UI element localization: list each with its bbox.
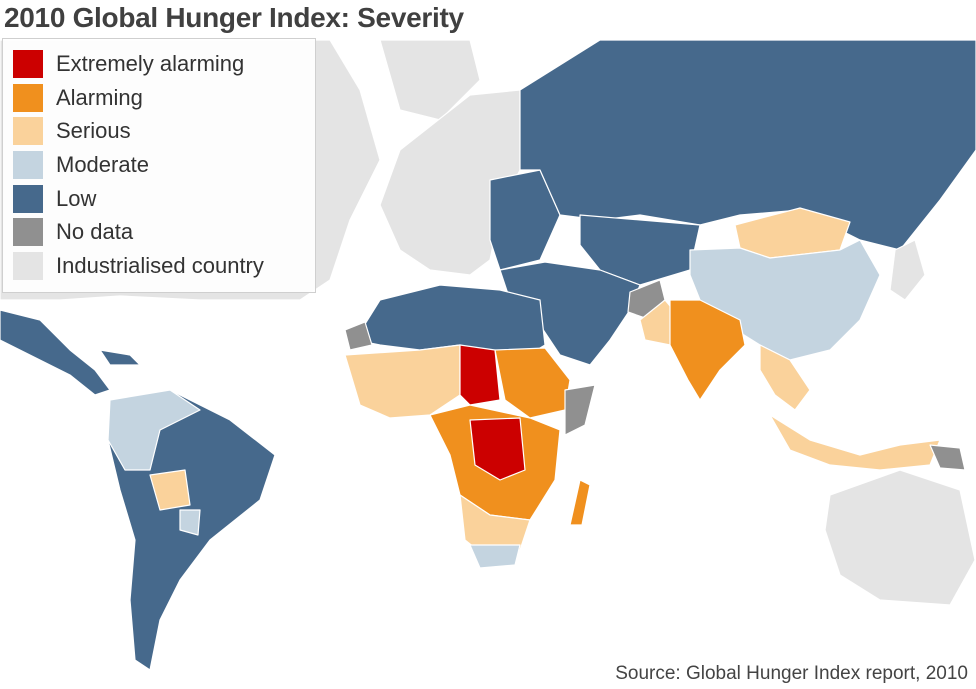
region-western-sahara (344, 321, 373, 351)
region-andean (107, 389, 201, 471)
legend-item-alarming: Alarming (13, 81, 315, 115)
legend-label: No data (56, 219, 134, 245)
region-dr-congo (469, 417, 526, 481)
region-chad (459, 344, 501, 406)
legend-item-moderate: Moderate (13, 148, 315, 182)
region-india (669, 299, 746, 401)
region-madagascar (569, 479, 591, 526)
legend-swatch (13, 184, 43, 213)
legend-item-extremely-alarming: Extremely alarming (13, 47, 315, 81)
region-bolivia (149, 469, 191, 511)
region-southern-africa (459, 494, 531, 561)
map-title: 2010 Global Hunger Index: Severity (4, 2, 464, 33)
region-south-africa (469, 544, 521, 569)
legend-label: Moderate (56, 151, 149, 177)
region-paraguay (179, 509, 201, 536)
region-north-africa (354, 284, 546, 361)
region-southeast-asia (759, 344, 811, 411)
legend-swatch (13, 218, 43, 247)
legend-label: Serious (56, 118, 131, 144)
legend-item-serious: Serious (13, 114, 315, 148)
legend-label: Alarming (56, 84, 143, 110)
region-sudan-ethiopia (494, 347, 571, 419)
region-somalia (564, 384, 596, 436)
legend-label: Extremely alarming (56, 50, 245, 76)
legend-swatch (13, 49, 43, 78)
legend-item-low: Low (13, 182, 315, 216)
legend-item-no-data: No data (13, 215, 315, 249)
legend-item-industrialised: Industrialised country (13, 249, 315, 283)
legend: Extremely alarming Alarming Serious Mode… (2, 38, 316, 293)
region-caribbean (99, 349, 141, 366)
region-russia (519, 39, 976, 251)
legend-label: Industrialised country (56, 252, 264, 278)
legend-label: Low (56, 185, 97, 211)
legend-swatch (13, 150, 43, 179)
region-png (929, 444, 966, 471)
region-australia (824, 469, 976, 606)
region-central-america (0, 309, 111, 396)
region-greenland (379, 39, 481, 121)
region-west-africa (344, 344, 461, 419)
legend-swatch (13, 83, 43, 112)
region-indonesia (769, 414, 941, 471)
legend-swatch (13, 117, 43, 146)
region-japan (889, 239, 926, 301)
region-europe (379, 89, 521, 276)
source-note: Source: Global Hunger Index report, 2010 (613, 663, 970, 685)
legend-swatch (13, 251, 43, 280)
